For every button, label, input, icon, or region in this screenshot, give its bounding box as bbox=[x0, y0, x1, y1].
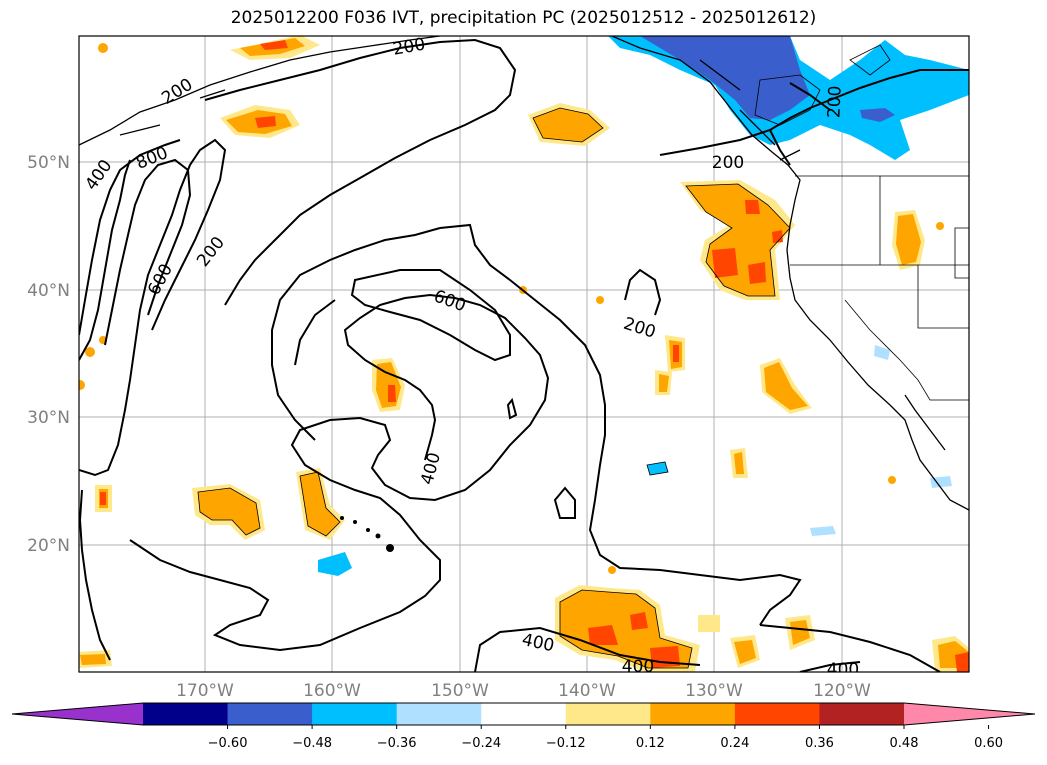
colorbar-tick-label: 0.48 bbox=[890, 736, 919, 751]
lon-label: 160°W bbox=[303, 681, 361, 701]
hawaiian-islands bbox=[340, 516, 394, 552]
map-area: 200 200 400 800 200 600 600 200 400 200 … bbox=[79, 34, 969, 680]
colorbar-segment bbox=[143, 703, 229, 725]
colorbar-tick-label: −0.48 bbox=[292, 736, 332, 751]
colorbar-tick-label: −0.24 bbox=[461, 736, 501, 751]
colorbar-outline bbox=[11, 702, 1036, 726]
contour-label: 400 bbox=[827, 660, 859, 680]
contour-label: 200 bbox=[824, 85, 845, 118]
colorbar: −0.60 −0.48 −0.36 −0.24 −0.12 0.12 0.24 0.36 0.4… bbox=[11, 702, 1036, 751]
lat-label: 20°N bbox=[27, 536, 70, 556]
contour-label: 400 bbox=[622, 657, 654, 677]
ivt-contours bbox=[79, 38, 969, 672]
contour-label: 400 bbox=[417, 450, 445, 487]
lat-label: 30°N bbox=[27, 408, 70, 428]
colorbar-tick-label: −0.60 bbox=[208, 736, 248, 751]
colorbar-tick-label: 0.12 bbox=[636, 736, 665, 751]
colorbar-segment bbox=[312, 703, 398, 725]
lon-label: 140°W bbox=[558, 681, 616, 701]
colorbar-segment bbox=[227, 703, 313, 725]
map-frame bbox=[78, 35, 970, 673]
negative-precip-areas bbox=[318, 36, 969, 576]
colorbar-extend-low bbox=[12, 703, 143, 725]
lon-label: 150°W bbox=[431, 681, 489, 701]
gridlines bbox=[79, 36, 969, 672]
lat-label: 50°N bbox=[27, 153, 70, 173]
colorbar-segment bbox=[396, 703, 482, 725]
colorbar-segment bbox=[734, 703, 820, 725]
colorbar-tick-label: 0.60 bbox=[974, 736, 1003, 751]
longitude-labels: 170°W 160°W 150°W 140°W 130°W 120°W bbox=[176, 681, 871, 701]
contour-label: 200 bbox=[621, 314, 658, 343]
colorbar-tick-label: 0.24 bbox=[720, 736, 749, 751]
colorbar-segment bbox=[650, 703, 736, 725]
colorbar-tick-label: −0.12 bbox=[546, 736, 586, 751]
colorbar-extend-high bbox=[904, 703, 1035, 725]
lon-label: 130°W bbox=[685, 681, 743, 701]
latitude-labels: 50°N 40°N 30°N 20°N bbox=[27, 153, 70, 556]
lat-label: 40°N bbox=[27, 281, 70, 301]
contour-label: 200 bbox=[193, 233, 229, 271]
positive-precip-areas bbox=[79, 36, 969, 672]
map-title: 2025012200 F036 IVT, precipitation PC (2… bbox=[230, 8, 817, 28]
colorbar-segment bbox=[565, 703, 651, 725]
colorbar-tick-label: 0.36 bbox=[805, 736, 834, 751]
precip-outlines bbox=[197, 44, 891, 669]
colorbar-segment bbox=[819, 703, 905, 725]
lon-label: 170°W bbox=[176, 681, 234, 701]
contour-label: 800 bbox=[133, 143, 171, 174]
colorbar-segment bbox=[481, 703, 567, 725]
contour-label: 600 bbox=[431, 286, 468, 316]
contour-labels: 200 200 400 800 200 600 600 200 400 200 … bbox=[81, 34, 859, 680]
contour-label: 400 bbox=[520, 630, 556, 656]
contour-label: 200 bbox=[391, 34, 426, 59]
colorbar-tick-label: −0.36 bbox=[377, 736, 417, 751]
lon-label: 120°W bbox=[813, 681, 871, 701]
contour-label: 600 bbox=[144, 261, 177, 299]
political-borders bbox=[790, 175, 969, 401]
coastlines bbox=[79, 36, 969, 511]
contour-label: 200 bbox=[712, 153, 744, 173]
